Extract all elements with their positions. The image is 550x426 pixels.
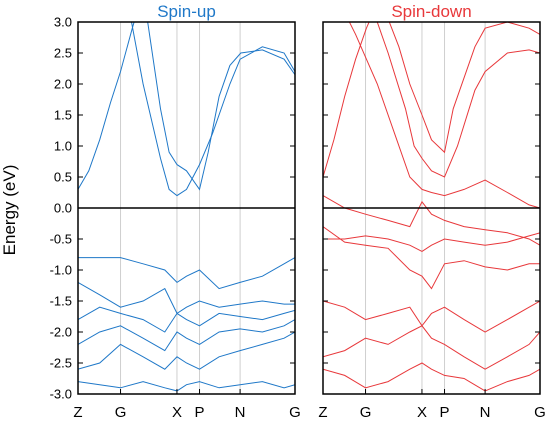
band-line: [323, 362, 540, 392]
band-line: [78, 306, 295, 333]
kpoint-label: G: [289, 404, 301, 421]
band-line: [323, 300, 540, 333]
band-line: [78, 381, 295, 392]
band-line: [323, 22, 370, 178]
band-line: [78, 281, 295, 315]
band-line: [323, 195, 540, 246]
y-tick-label: 0.5: [54, 170, 72, 185]
y-tick-label: 0.0: [54, 201, 72, 216]
y-tick-label: 3.0: [54, 15, 72, 30]
y-tick-label: -0.5: [50, 232, 72, 247]
kpoint-label: G: [115, 404, 127, 421]
y-axis-ticks: 3.0 2.5 2.0 1.5 1.0 0.5 0.0 -0.5 -1.0 -1.5 -2.0 -2.…: [50, 15, 72, 402]
kpoint-label: P: [440, 404, 450, 421]
kpoint-label: Z: [318, 404, 327, 421]
kpoint-label: X: [417, 404, 427, 421]
y-tick-label: 1.5: [54, 108, 72, 123]
y-tick-label: 2.0: [54, 77, 72, 92]
band-line: [147, 22, 295, 191]
band-line: [78, 319, 295, 352]
spin-down-panel: Z G X P N G Spin-down: [318, 2, 546, 421]
kpoint-label: G: [534, 404, 546, 421]
y-tick-label: -3.0: [50, 387, 72, 402]
y-tick-label: -1.5: [50, 294, 72, 309]
band-line: [323, 325, 540, 370]
kpoint-label: G: [360, 404, 372, 421]
y-axis-label: Energy (eV): [0, 165, 19, 256]
band-line: [376, 22, 540, 178]
kpoint-label: N: [480, 404, 491, 421]
band-line: [130, 22, 295, 197]
panel-title: Spin-down: [391, 2, 471, 21]
bands-group: [78, 22, 295, 392]
bands-group: [323, 22, 540, 392]
y-tick-label: 2.5: [54, 46, 72, 61]
band-line: [78, 331, 295, 370]
kpoint-label: N: [235, 404, 246, 421]
spin-up-panel: Z G X P N G Spin-up: [73, 2, 301, 421]
y-tick-label: -1.0: [50, 263, 72, 278]
y-tick-label: -2.5: [50, 356, 72, 371]
kpoint-label: X: [172, 404, 182, 421]
kpoint-label: P: [195, 404, 205, 421]
y-tick-label: -2.0: [50, 325, 72, 340]
band-line: [323, 226, 540, 290]
y-tick-label: 1.0: [54, 139, 72, 154]
band-line: [323, 232, 540, 252]
kpoint-label: Z: [73, 404, 82, 421]
band-line: [388, 22, 540, 154]
band-line: [78, 22, 135, 190]
band-line: [78, 257, 295, 290]
panel-title: Spin-up: [157, 2, 216, 21]
band-line: [348, 22, 540, 209]
